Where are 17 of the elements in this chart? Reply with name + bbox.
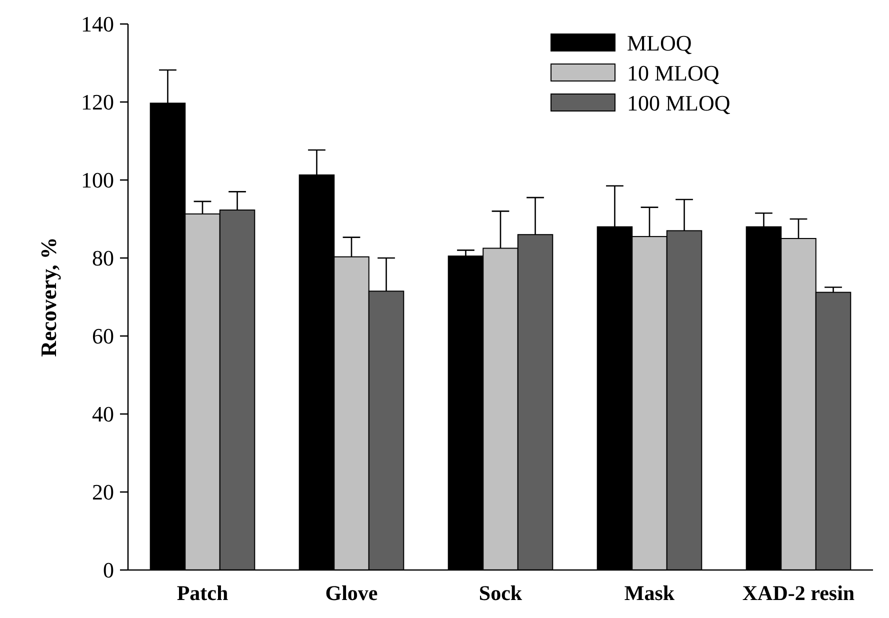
x-tick-label: Patch bbox=[176, 581, 228, 605]
legend-label: 10 MLOQ bbox=[627, 60, 720, 86]
y-axis-title: Recovery, % bbox=[36, 237, 61, 357]
x-tick-label: XAD-2 resin bbox=[742, 581, 855, 605]
x-tick-label: Mask bbox=[624, 581, 675, 605]
x-tick-label: Sock bbox=[478, 581, 522, 605]
y-tick-label: 140 bbox=[81, 12, 114, 37]
y-tick-label: 100 bbox=[81, 168, 114, 193]
x-tick-label: Glove bbox=[325, 581, 378, 605]
y-tick-label: 0 bbox=[103, 558, 114, 583]
y-tick-label: 80 bbox=[92, 246, 114, 271]
y-tick-label: 120 bbox=[81, 90, 114, 115]
legend-label: 100 MLOQ bbox=[627, 90, 730, 116]
legend-label: MLOQ bbox=[627, 30, 692, 56]
y-tick-label: 60 bbox=[92, 324, 114, 349]
y-tick-label: 20 bbox=[92, 480, 114, 505]
y-tick-label: 40 bbox=[92, 402, 114, 427]
